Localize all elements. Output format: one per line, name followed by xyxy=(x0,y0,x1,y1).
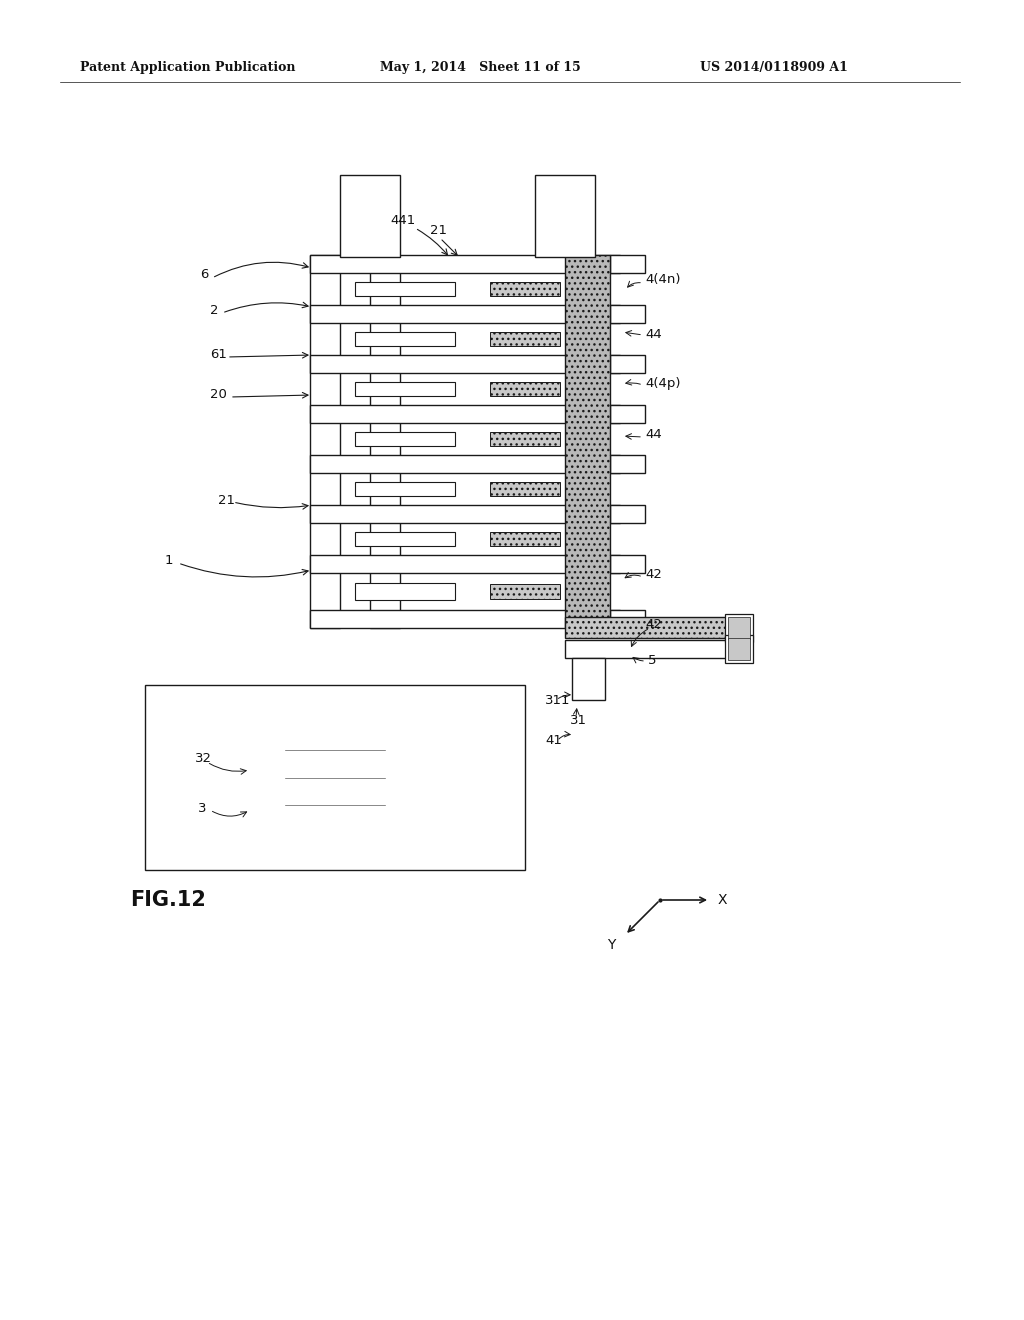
Bar xyxy=(490,482,560,496)
Bar xyxy=(728,616,750,639)
Bar xyxy=(610,506,645,523)
Text: X: X xyxy=(718,894,727,907)
Bar xyxy=(610,455,645,473)
Text: Y: Y xyxy=(607,939,615,952)
Bar xyxy=(490,282,560,296)
Bar xyxy=(565,255,610,628)
Bar xyxy=(490,333,560,346)
Bar xyxy=(355,532,455,546)
Bar xyxy=(490,383,560,396)
Bar xyxy=(310,305,620,323)
Bar xyxy=(310,255,620,273)
Text: 42: 42 xyxy=(645,619,662,631)
Bar xyxy=(370,255,400,628)
Text: 20: 20 xyxy=(210,388,227,401)
Bar xyxy=(725,614,753,642)
Text: 44: 44 xyxy=(645,429,662,441)
Bar xyxy=(310,554,620,573)
Text: 5: 5 xyxy=(648,653,656,667)
Bar xyxy=(610,305,645,323)
Bar xyxy=(610,405,645,422)
Text: 6: 6 xyxy=(200,268,208,281)
Bar xyxy=(355,381,455,396)
Bar xyxy=(728,638,750,660)
Text: 441: 441 xyxy=(390,214,416,227)
Text: FIG.12: FIG.12 xyxy=(130,890,206,909)
Bar xyxy=(490,432,560,446)
Bar xyxy=(725,635,753,663)
Text: 2: 2 xyxy=(210,304,218,317)
Bar xyxy=(490,532,560,545)
Bar xyxy=(565,616,730,638)
Bar xyxy=(565,640,740,657)
Text: 32: 32 xyxy=(195,751,212,764)
Text: 21: 21 xyxy=(430,223,447,236)
Bar xyxy=(355,281,455,296)
Text: Patent Application Publication: Patent Application Publication xyxy=(80,62,296,74)
Bar xyxy=(572,657,605,700)
Text: 311: 311 xyxy=(545,693,570,706)
Bar xyxy=(340,176,400,257)
Text: 44: 44 xyxy=(645,329,662,342)
Bar xyxy=(610,554,645,573)
Bar xyxy=(355,331,455,346)
Text: 1: 1 xyxy=(165,553,173,566)
Bar xyxy=(310,610,620,628)
Bar xyxy=(355,482,455,496)
Text: 41: 41 xyxy=(545,734,562,747)
Text: 4(4p): 4(4p) xyxy=(645,376,681,389)
Bar xyxy=(145,685,525,870)
Bar xyxy=(310,455,620,473)
Bar xyxy=(355,583,455,599)
Text: 31: 31 xyxy=(570,714,587,726)
Bar xyxy=(610,610,645,628)
Text: 61: 61 xyxy=(210,348,227,362)
Text: 21: 21 xyxy=(218,494,234,507)
Bar xyxy=(310,405,620,422)
Bar xyxy=(610,255,645,273)
Text: May 1, 2014   Sheet 11 of 15: May 1, 2014 Sheet 11 of 15 xyxy=(380,62,581,74)
Bar xyxy=(535,176,595,257)
Bar xyxy=(610,355,645,374)
Bar xyxy=(310,255,340,628)
Bar xyxy=(310,506,620,523)
Text: 42: 42 xyxy=(645,569,662,582)
Text: US 2014/0118909 A1: US 2014/0118909 A1 xyxy=(700,62,848,74)
Text: 3: 3 xyxy=(198,801,207,814)
Bar xyxy=(355,432,455,446)
Text: 4(4n): 4(4n) xyxy=(645,273,681,286)
Bar xyxy=(490,583,560,599)
Bar xyxy=(310,355,620,374)
